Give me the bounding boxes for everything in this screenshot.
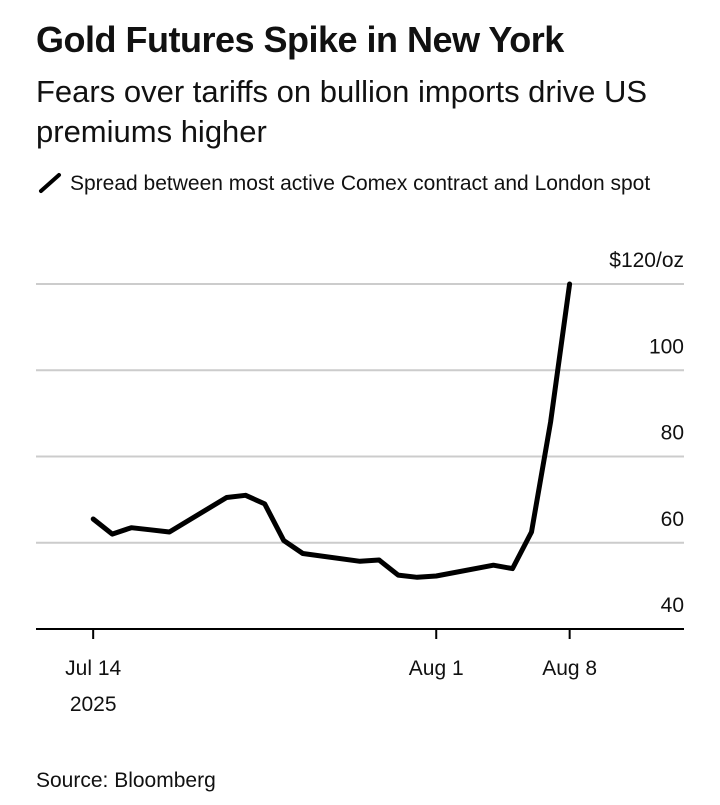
series-line [90, 281, 573, 580]
x-tick-sublabel: 2025 [70, 693, 117, 716]
y-tick-label: 80 [661, 422, 684, 445]
y-tick-label: $120/oz [609, 249, 684, 272]
x-tick-label: Aug 1 [409, 657, 464, 680]
y-tick-label: 40 [661, 594, 684, 617]
source-note: Source: Bloomberg [36, 769, 216, 792]
y-axis-labels: $120/oz 100 80 60 40 [609, 249, 684, 617]
y-tick-label: 60 [661, 508, 684, 531]
chart-title: Gold Futures Spike in New York [36, 19, 564, 60]
x-axis: Jul 14 2025 Aug 1 Aug 8 [36, 628, 684, 716]
line-chart: $120/oz 100 80 60 40 Jul 14 2025 Aug 1 Aug 8 [36, 249, 684, 716]
y-tick-label: 100 [649, 335, 684, 358]
x-tick-label: Jul 14 [65, 657, 121, 680]
chart-subtitle: Fears over tariffs on bullion imports dr… [36, 74, 648, 149]
legend-label: Spread between most active Comex contrac… [70, 172, 651, 195]
legend: Spread between most active Comex contrac… [38, 170, 678, 198]
series-layer [90, 281, 573, 580]
x-tick-label: Aug 8 [542, 657, 597, 680]
legend-line-swatch [39, 173, 61, 193]
gridlines [36, 283, 684, 544]
